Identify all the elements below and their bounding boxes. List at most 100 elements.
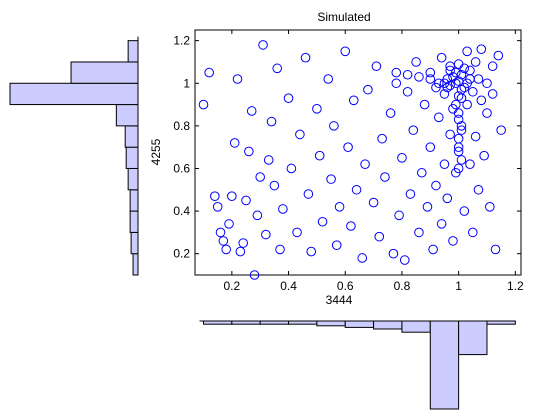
data-point [451,67,461,78]
data-point [317,216,328,227]
data-point [436,52,447,63]
data-point [490,244,501,255]
data-point [487,61,498,72]
y-axis-ticks: 0.2 0.4 0.6 0.8 1 1.2 [173,34,521,261]
data-point [425,74,436,84]
data-point [479,150,489,161]
x-histogram-bar [458,320,488,356]
data-point [241,195,251,206]
data-point [473,184,484,195]
data-point [357,253,368,263]
data-point [414,227,424,238]
data-point [456,155,467,165]
data-point [476,95,487,106]
data-point [238,238,248,248]
data-point [496,125,506,135]
x-axis-ticks: 0.2 0.4 0.6 0.8 1 1.2 [224,30,524,293]
data-point [411,57,421,67]
data-point [235,246,246,257]
data-point [275,244,285,255]
data-point [391,67,402,78]
x-axis-label: 3444 [326,293,353,307]
y-histogram-bar [129,189,139,212]
data-point [485,202,495,212]
data-point [224,219,234,229]
y-histogram-bar [129,210,139,233]
y-histogram-bar [70,61,139,84]
data-point [487,89,498,99]
y-marginal-histogram [9,36,139,276]
data-point [221,244,231,255]
y-tick-label: 1 [183,76,190,90]
data-point [232,74,243,84]
data-point [363,84,373,95]
data-point [388,248,399,259]
data-point [482,78,492,89]
data-point [394,210,404,221]
data-point [303,189,314,199]
data-point [442,82,453,93]
y-histogram-bar [124,125,139,148]
data-point [360,159,370,170]
data-point [451,99,461,110]
x-tick-label: 1.2 [507,279,524,293]
y-histogram-bar [125,146,139,169]
y-tick-label: 1.2 [173,34,190,48]
x-marginal-histogram [199,320,516,410]
data-point [329,121,339,131]
data-point [431,180,441,191]
data-point [286,163,297,174]
data-point [419,99,430,110]
data-point [451,78,461,89]
data-point [227,191,237,201]
data-point [218,236,229,246]
y-histogram-bar [130,231,139,255]
data-point [453,146,464,157]
data-point [380,172,390,182]
data-point [470,131,481,142]
y-histogram-bar [132,253,139,276]
data-point [405,189,416,199]
data-point [258,40,268,50]
data-point [368,197,379,208]
x-tick-label: 1 [455,279,462,293]
data-point [198,99,209,110]
x-tick-label: 0.6 [337,279,354,293]
y-histogram-bar [127,167,139,191]
x-tick-label: 0.4 [280,279,297,293]
data-point [433,78,444,89]
y-histogram-bar [127,40,139,63]
data-point [453,163,464,174]
data-point [428,244,438,255]
x-tick-label: 0.8 [394,279,411,293]
data-point [422,202,433,212]
data-point [263,155,274,165]
data-point [445,129,455,140]
data-point [445,65,455,76]
data-point [255,172,266,182]
data-point [425,67,436,78]
data-point [462,78,472,89]
x-tick-label: 0.2 [224,279,241,293]
data-point [244,146,254,157]
data-point [266,116,277,127]
data-point [453,108,464,118]
data-point [314,150,325,161]
data-point [351,184,362,195]
data-point [283,93,294,103]
data-point [340,46,351,57]
y-tick-label: 0.2 [173,247,190,261]
y-histogram-bar [9,82,139,106]
data-point [402,69,413,80]
data-point [261,229,271,240]
data-point [399,255,410,265]
data-point [229,138,240,148]
data-point [326,174,336,184]
data-point [453,91,464,101]
data-point [204,67,214,78]
data-point [433,112,444,123]
x-histogram-bar [344,320,375,328]
data-point [456,121,467,131]
data-point [295,129,305,140]
